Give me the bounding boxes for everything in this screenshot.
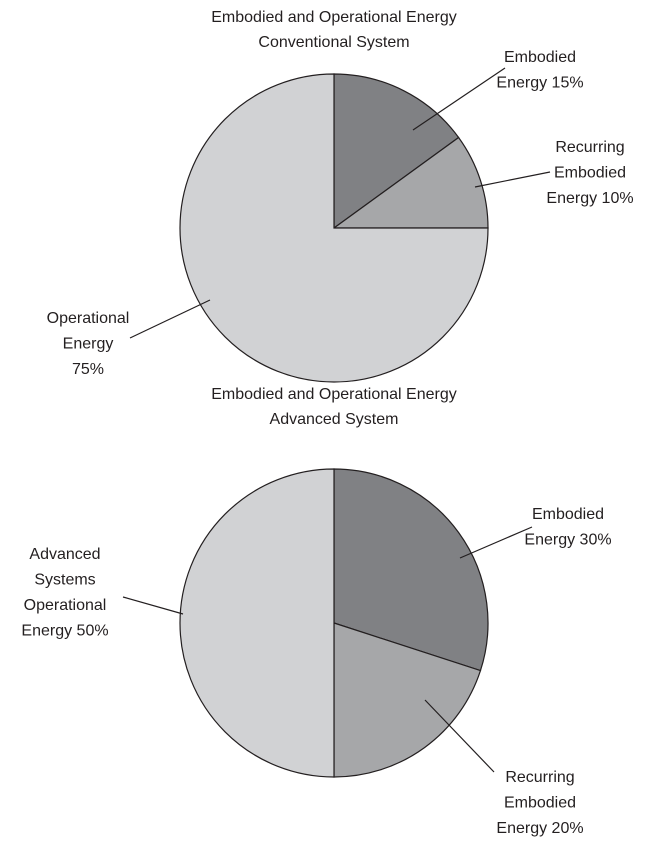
leader-line (412, 67, 506, 131)
chart-title: Embodied and Operational Energy (211, 9, 457, 26)
slice-label: Recurring (505, 769, 574, 786)
slice-label: Embodied (504, 795, 576, 812)
slice-label: Energy 20% (496, 820, 583, 837)
pie-slice (333, 468, 489, 672)
pie-slice (179, 468, 335, 778)
pie-slice (179, 73, 489, 383)
slice-label: Embodied (504, 49, 576, 66)
slice-label: Advanced (29, 546, 100, 563)
slice-label: 75% (72, 361, 104, 378)
leader-line (129, 299, 211, 339)
leader-line (424, 699, 495, 773)
pie-slice (333, 622, 482, 778)
slice-label: Operational (47, 310, 130, 327)
slice-label: Systems (34, 572, 95, 589)
leader-line (122, 596, 184, 615)
slice-label: Energy (63, 336, 114, 353)
slice-label: Energy 15% (496, 75, 583, 92)
slice-label: Embodied (532, 506, 604, 523)
chart-title: Embodied and Operational Energy (211, 386, 457, 403)
slice-label: Recurring (555, 139, 624, 156)
slice-label: Operational (24, 597, 107, 614)
chart-title: Conventional System (258, 34, 409, 51)
leader-line (474, 171, 551, 188)
slice-label: Energy 30% (524, 532, 611, 549)
pie-slice (332, 136, 489, 229)
leader-line (459, 526, 533, 559)
slice-label: Energy 50% (21, 623, 108, 640)
pie-slice (333, 73, 460, 230)
slice-label: Energy 10% (546, 190, 633, 207)
chart-title: Advanced System (270, 411, 399, 428)
slice-label: Embodied (554, 165, 626, 182)
